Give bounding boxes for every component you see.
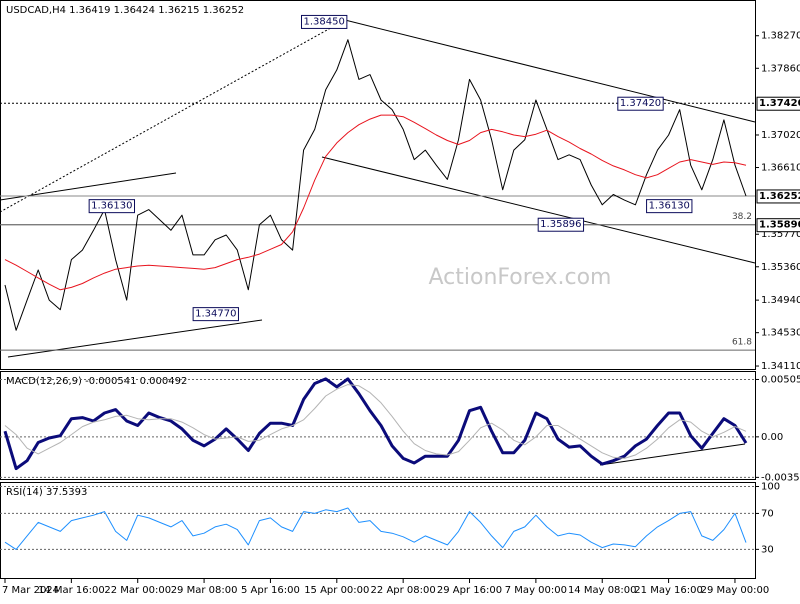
channel-bottom-line: [321, 156, 756, 264]
y-tick-label: 1.38270: [761, 31, 800, 42]
fib-label: 38.2: [732, 212, 752, 222]
rsi-panel-frame: [0, 482, 756, 579]
y-tick-label: 0.00: [761, 432, 783, 443]
x-tick-label: 14 Mar 16:00: [38, 585, 105, 596]
y-tick-label: 1.34940: [761, 295, 800, 306]
series-line: [3, 377, 748, 471]
annotation-label: 1.37420: [620, 98, 661, 109]
x-tick-label: 29 Mar 08:00: [171, 585, 238, 596]
series-line: [4, 39, 747, 331]
level-label-box: [756, 189, 800, 204]
level-label-box: [756, 96, 800, 111]
y-tick-label: 1.34110: [761, 361, 800, 372]
x-tick-label: 15 Apr 00:00: [304, 585, 369, 596]
y-tick-label: 1.35360: [761, 262, 800, 273]
fib-label: 61.8: [732, 338, 752, 348]
y-tick-label: 100: [761, 481, 780, 492]
y-tick-label: 0.005054: [761, 374, 800, 385]
trend-line: [7, 319, 263, 358]
x-tick-label: 29 May 00:00: [701, 585, 770, 596]
watermark: ActionForex.com: [429, 265, 612, 290]
annotation-label: 1.34770: [195, 309, 236, 320]
annotation-label: 1.38450: [304, 16, 345, 27]
y-tick-label: -0.003569: [761, 472, 800, 483]
x-tick-label: 21 May 16:00: [634, 585, 703, 596]
x-tick-label: 22 Mar 00:00: [104, 585, 171, 596]
y-tick-label: 1.36610: [761, 163, 800, 174]
annotation-box: [192, 307, 239, 322]
level-label: 1.37420: [759, 98, 800, 109]
y-tick-label: 1.37020: [761, 130, 800, 141]
annotation-label: 1.36130: [649, 201, 690, 212]
x-tick-label: 7 May 00:00: [505, 585, 567, 596]
annotation-label: 1.35896: [540, 219, 581, 230]
panel-title: MACD(12,26,9) -0.000541 0.000492: [6, 376, 187, 387]
x-tick-label: 7 Mar 2024: [2, 585, 59, 596]
level-label: 1.36252: [759, 191, 800, 202]
annotation-box: [88, 199, 136, 214]
annotation-box: [537, 217, 585, 232]
panel-title: RSI(14) 37.5393: [6, 487, 87, 498]
dashed-trend-line: [0, 19, 346, 213]
macd-trend-line: [599, 443, 746, 466]
y-tick-label: 1.35770: [761, 229, 800, 240]
annotation-box: [617, 96, 664, 111]
level-label: 1.35890: [759, 220, 800, 231]
x-tick-label: 14 May 08:00: [568, 585, 637, 596]
channel-top-line: [344, 19, 756, 123]
price-panel-frame: [0, 0, 756, 370]
annotation-box: [646, 199, 693, 214]
x-tick-label: 29 Apr 16:00: [437, 585, 502, 596]
x-tick-label: 22 Apr 08:00: [371, 585, 436, 596]
y-tick-label: 1.37860: [761, 63, 800, 74]
x-tick-label: 5 Apr 16:00: [241, 585, 300, 596]
series-line: [4, 114, 747, 291]
panel-title: USDCAD,H4 1.36419 1.36424 1.36215 1.3625…: [6, 5, 244, 16]
macd-panel-frame: [0, 371, 756, 480]
annotation-box: [301, 14, 348, 29]
level-label-box: [756, 218, 800, 233]
series-line: [4, 384, 747, 459]
annotation-label: 1.36130: [91, 201, 132, 212]
y-tick-label: 30: [761, 544, 774, 555]
y-tick-label: 1.34530: [761, 328, 800, 339]
y-tick-label: 70: [761, 508, 774, 519]
series-line: [4, 507, 747, 550]
